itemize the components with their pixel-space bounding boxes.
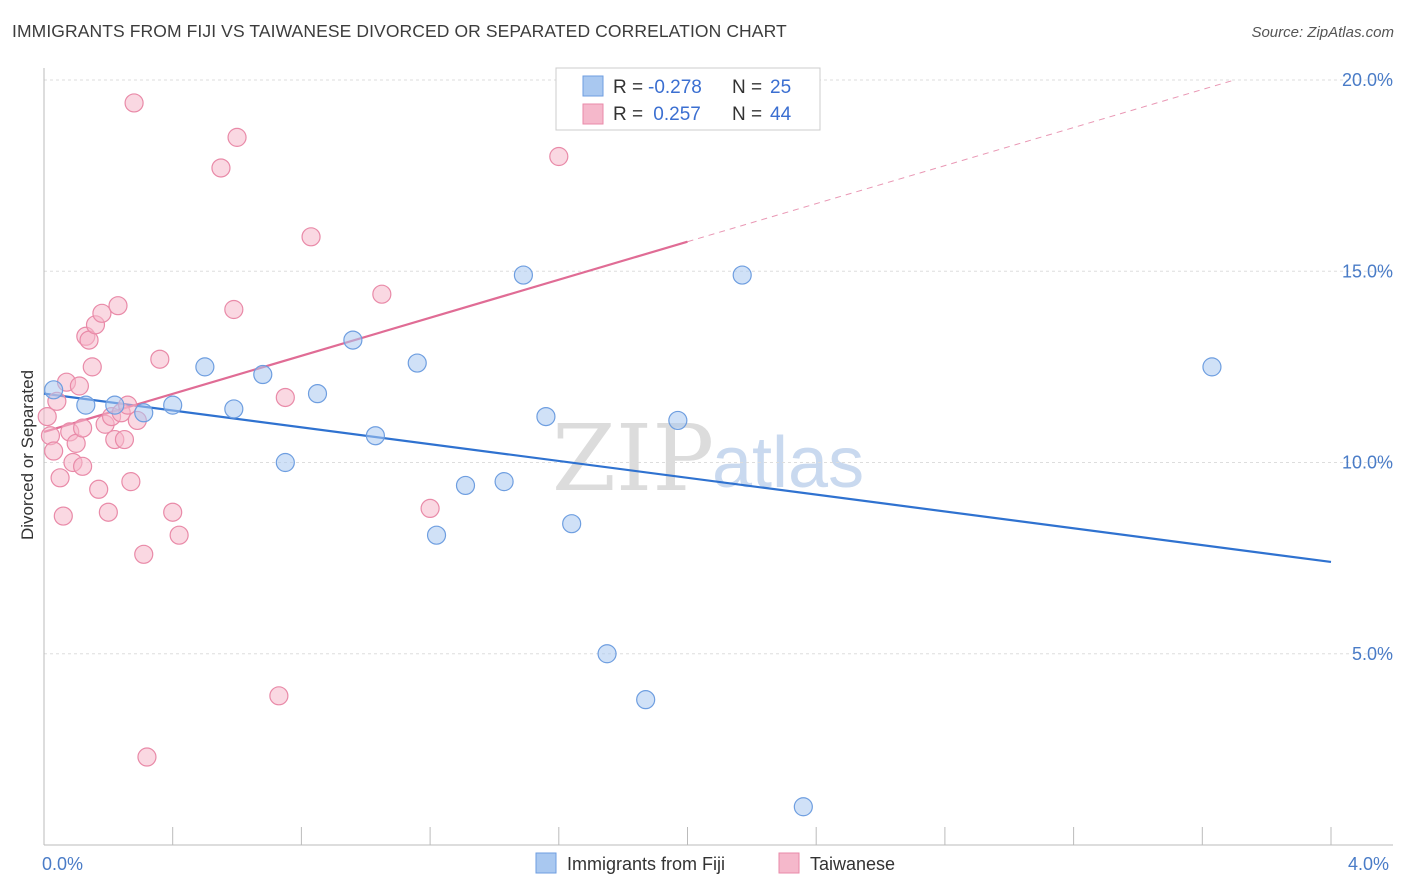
trend-line-fiji: [43, 392, 1332, 564]
bottom-legend-label-fiji: Immigrants from Fiji: [567, 854, 725, 874]
taiwanese-points: [37, 93, 569, 767]
taiwanese-point: [211, 158, 231, 178]
x-tick-label-max: 4.0%: [1348, 854, 1389, 874]
taiwanese-point: [73, 418, 93, 438]
trend-lines: [43, 79, 1332, 564]
legend-r-value-taiwanese: 0.257: [648, 104, 701, 125]
fiji-point: [365, 426, 386, 446]
taiwanese-point: [163, 502, 183, 522]
y-tick-label: 5.0%: [1352, 644, 1393, 664]
y-tick-label: 20.0%: [1342, 70, 1393, 90]
taiwanese-point: [301, 227, 321, 247]
fiji-point: [793, 797, 813, 817]
legend-n-value-taiwanese: 44: [770, 104, 792, 125]
taiwanese-point: [82, 357, 102, 377]
taiwanese-point: [98, 502, 118, 522]
fiji-point: [134, 403, 154, 423]
taiwanese-point: [137, 747, 157, 767]
taiwanese-point: [275, 387, 295, 408]
fiji-point: [76, 395, 96, 415]
fiji-point: [44, 380, 64, 400]
fiji-point: [407, 353, 427, 373]
taiwanese-point: [92, 303, 112, 323]
taiwanese-point: [108, 296, 128, 316]
fiji-point: [455, 475, 476, 496]
fiji-point: [275, 452, 295, 473]
legend-r-label-fiji: R =: [613, 77, 648, 98]
taiwanese-point: [44, 441, 64, 461]
fiji-point: [513, 265, 534, 285]
fiji-point: [1202, 357, 1222, 377]
taiwanese-point: [121, 472, 141, 492]
fiji-point: [224, 399, 244, 419]
taiwanese-point: [169, 525, 189, 545]
fiji-point: [105, 395, 125, 415]
bottom-legend-swatch-taiwanese: [778, 852, 800, 874]
fiji-point: [536, 407, 556, 427]
trend-line-taiwanese: [43, 240, 688, 433]
legend-r-value-fiji: -0.278: [648, 77, 702, 98]
fiji-points: [44, 265, 1222, 817]
fiji-point: [253, 364, 273, 385]
fiji-point: [562, 514, 582, 534]
fiji-point: [307, 384, 328, 404]
legend-n-label-taiwanese: N =: [732, 104, 767, 125]
fiji-point: [636, 690, 656, 710]
taiwanese-point: [37, 407, 57, 427]
taiwanese-point: [224, 299, 244, 320]
taiwanese-point: [124, 93, 144, 113]
taiwanese-point: [372, 284, 392, 304]
fiji-point: [668, 410, 688, 431]
fiji-point: [163, 395, 183, 415]
legend-swatch-taiwanese: [582, 103, 604, 125]
fiji-point: [343, 330, 363, 350]
taiwanese-point: [549, 146, 569, 167]
legend-swatch-fiji: [582, 75, 604, 97]
x-tick-label-min: 0.0%: [42, 854, 83, 874]
taiwanese-point: [73, 456, 93, 476]
taiwanese-point: [150, 349, 170, 369]
y-tick-label: 10.0%: [1342, 453, 1393, 473]
taiwanese-point: [227, 127, 247, 147]
y-axis-label: Divorced or Separated: [18, 370, 37, 540]
taiwanese-point: [69, 376, 89, 396]
axes: [43, 68, 1393, 846]
grid-lines: [44, 79, 1393, 655]
fiji-point: [732, 265, 752, 285]
y-tick-label: 15.0%: [1342, 261, 1393, 281]
taiwanese-point: [420, 498, 440, 518]
taiwanese-point: [114, 429, 135, 450]
y-tick-labels: 5.0% 10.0% 15.0% 20.0%: [1342, 70, 1393, 664]
chart-title: IMMIGRANTS FROM FIJI VS TAIWANESE DIVORC…: [12, 21, 787, 41]
legend-n-label-fiji: N =: [732, 77, 767, 98]
legend-r-label-taiwanese: R =: [613, 104, 648, 125]
trend-line-taiwanese-extrapolated: [687, 79, 1235, 243]
source-label: Source: ZipAtlas.com: [1251, 24, 1394, 41]
taiwanese-point: [89, 479, 109, 499]
bottom-legend-swatch-fiji: [535, 852, 557, 874]
taiwanese-point: [269, 686, 289, 706]
taiwanese-point: [50, 468, 70, 488]
legend-n-value-fiji: 25: [770, 77, 791, 98]
watermark-zip: ZIP: [552, 405, 714, 512]
taiwanese-point: [134, 544, 154, 564]
taiwanese-point: [53, 506, 73, 526]
fiji-point: [426, 525, 447, 545]
fiji-point: [597, 644, 617, 664]
fiji-point: [195, 357, 215, 377]
bottom-legend-label-taiwanese: Taiwanese: [810, 854, 895, 874]
correlation-legend: R = -0.278 N = 25 R = 0.257 N = 44: [555, 67, 821, 131]
fiji-point: [494, 472, 514, 492]
series-legend: Immigrants from Fiji Taiwanese: [535, 852, 895, 874]
